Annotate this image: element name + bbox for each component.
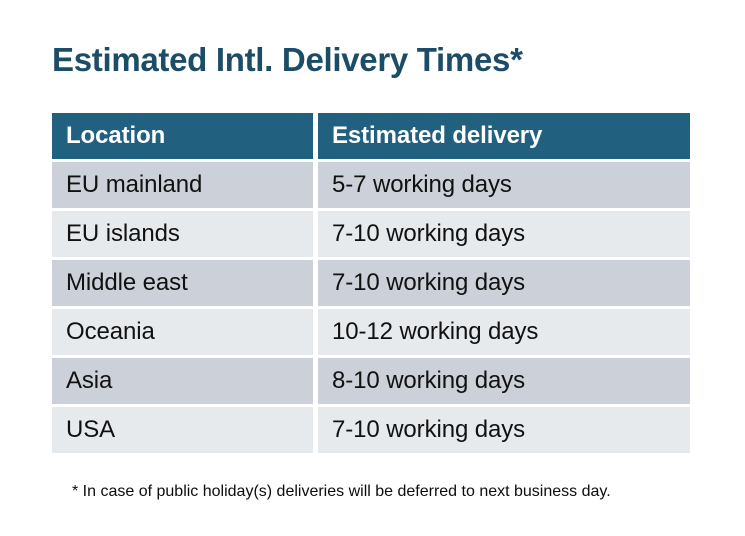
column-header-location: Location bbox=[52, 113, 313, 159]
cell-estimated-delivery: 8-10 working days bbox=[318, 358, 690, 404]
delivery-times-table: Location Estimated delivery EU mainland … bbox=[52, 113, 690, 453]
cell-estimated-delivery: 7-10 working days bbox=[318, 407, 690, 453]
cell-estimated-delivery: 7-10 working days bbox=[318, 260, 690, 306]
table-row: EU islands 7-10 working days bbox=[52, 211, 690, 257]
cell-location: Middle east bbox=[52, 260, 313, 306]
table-row: USA 7-10 working days bbox=[52, 407, 690, 453]
table-row: Asia 8-10 working days bbox=[52, 358, 690, 404]
table-row: Oceania 10-12 working days bbox=[52, 309, 690, 355]
footnote-text: * In case of public holiday(s) deliverie… bbox=[72, 483, 611, 500]
column-header-estimated-delivery: Estimated delivery bbox=[318, 113, 690, 159]
table-row: EU mainland 5-7 working days bbox=[52, 162, 690, 208]
page-title: Estimated Intl. Delivery Times* bbox=[52, 41, 523, 78]
cell-location: Oceania bbox=[52, 309, 313, 355]
cell-estimated-delivery: 5-7 working days bbox=[318, 162, 690, 208]
table-header-row: Location Estimated delivery bbox=[52, 113, 690, 159]
cell-location: USA bbox=[52, 407, 313, 453]
table-row: Middle east 7-10 working days bbox=[52, 260, 690, 306]
cell-location: Asia bbox=[52, 358, 313, 404]
cell-estimated-delivery: 10-12 working days bbox=[318, 309, 690, 355]
cell-location: EU mainland bbox=[52, 162, 313, 208]
cell-estimated-delivery: 7-10 working days bbox=[318, 211, 690, 257]
cell-location: EU islands bbox=[52, 211, 313, 257]
